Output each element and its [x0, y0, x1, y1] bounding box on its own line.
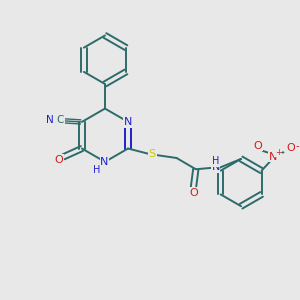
Text: N: N	[100, 157, 109, 167]
Text: O: O	[286, 142, 295, 153]
Text: N: N	[212, 162, 220, 172]
Text: O: O	[55, 155, 64, 165]
Text: N: N	[46, 116, 54, 125]
Text: N: N	[124, 117, 133, 127]
Text: C: C	[57, 116, 64, 125]
Text: -: -	[296, 141, 299, 151]
Text: O: O	[189, 188, 198, 198]
Text: N: N	[268, 152, 277, 161]
Text: H: H	[93, 165, 100, 175]
Text: H: H	[212, 156, 219, 166]
Text: O: O	[254, 141, 262, 151]
Text: S: S	[149, 149, 156, 159]
Text: +: +	[275, 148, 282, 157]
